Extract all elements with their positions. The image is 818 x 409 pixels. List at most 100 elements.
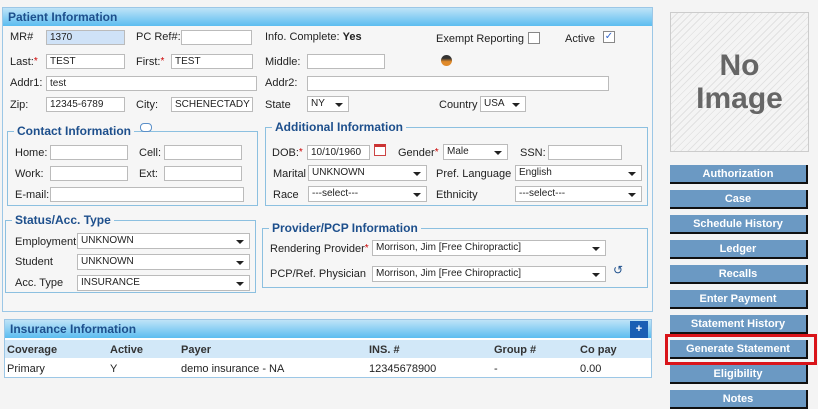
active-checkbox[interactable]: ✓ [603,31,615,43]
panel-title: Patient Information [3,8,652,26]
generate-statement-button[interactable]: Generate Statement [670,340,808,359]
addr1-label: Addr1: [10,77,43,89]
undo-icon[interactable]: ↺ [613,263,624,277]
pcp-select[interactable]: Morrison, Jim [Free Chiropractic] [372,266,606,282]
gender-select[interactable]: Male [443,144,508,160]
home-field[interactable] [50,145,128,160]
ethnicity-label: Ethnicity [436,189,478,201]
cell-ins-number: 12345678900 [369,363,437,375]
first-label: First:* [136,56,165,68]
rendering-provider-label: Rendering Provider* [270,243,369,255]
employment-select[interactable]: UNKNOWN [77,233,250,249]
exempt-checkbox[interactable] [528,32,540,44]
first-field[interactable]: TEST [171,54,253,69]
cell-payer: demo insurance - NA [181,363,285,375]
email-field[interactable] [50,187,244,202]
work-field[interactable] [50,166,128,181]
addr1-field[interactable]: test [46,76,257,91]
addr2-label: Addr2: [265,77,298,89]
highlight-box [665,334,817,365]
zip-field[interactable]: 12345-6789 [46,97,125,112]
acctype-select[interactable]: INSURANCE [77,275,250,291]
addr2-field[interactable] [307,76,609,91]
student-label: Student [15,256,53,268]
comment-icon[interactable] [140,123,152,132]
pref-language-label: Pref. Language [436,168,512,180]
ext-label: Ext: [139,168,158,180]
ext-field[interactable] [164,166,242,181]
patient-photo[interactable]: No Image [670,12,809,152]
status-title: Status/Acc. Type [15,213,111,227]
mr-field[interactable]: 1370 [46,30,125,45]
add-insurance-button[interactable]: + [630,321,648,338]
city-field[interactable]: SCHENECTADY [171,97,253,112]
employment-label: Employment [15,236,77,248]
authorization-button[interactable]: Authorization [670,165,808,184]
rendering-provider-select[interactable]: Morrison, Jim [Free Chiropractic] [372,240,606,256]
col-ins-number: INS. # [369,344,400,356]
calendar-icon[interactable] [374,144,386,156]
race-select[interactable]: ---select--- [308,186,427,202]
enter-payment-button[interactable]: Enter Payment [670,290,808,309]
ssn-label: SSN: [520,147,546,159]
status-fieldset: Status/Acc. Type [5,213,256,293]
contact-fieldset: Contact Information [7,124,258,206]
notes-button[interactable]: Notes [670,390,808,409]
home-label: Home: [15,147,48,159]
no-image-line1: No [719,49,760,82]
zip-label: Zip: [10,99,29,111]
email-label: E-mail: [15,189,50,201]
last-field[interactable]: TEST [46,54,125,69]
insurance-title: Insurance Information [5,320,651,338]
city-label: City: [136,99,158,111]
ssn-field[interactable] [548,145,622,160]
dob-label: DOB:* [272,147,303,159]
exempt-label: Exempt Reporting [436,33,525,45]
country-select[interactable]: USA [480,96,526,112]
pcref-field[interactable] [181,30,252,45]
col-active: Active [110,344,144,356]
additional-title: Additional Information [275,120,403,134]
race-label: Race [273,189,299,201]
last-label: Last:* [10,56,38,68]
info-complete-label: Info. Complete: Yes [265,31,362,43]
additional-fieldset: Additional Information [265,120,648,206]
pref-language-select[interactable]: English [515,165,642,181]
provider-fieldset: Provider/PCP Information [262,221,648,288]
insurance-header-row [5,340,651,358]
work-label: Work: [15,168,44,180]
col-coverage: Coverage [7,344,58,356]
globe-icon[interactable] [441,55,452,66]
statement-history-button[interactable]: Statement History [670,315,808,334]
middle-field[interactable] [307,54,385,69]
mr-label: MR# [10,31,34,43]
cell-label: Cell: [139,147,162,159]
insurance-panel: Insurance Information + [4,319,652,378]
acctype-label: Acc. Type [15,277,64,289]
cell-copay: 0.00 [580,363,602,375]
cell-group-number: - [494,363,498,375]
col-payer: Payer [181,344,211,356]
pcp-label: PCP/Ref. Physician [270,268,366,280]
no-image-line2: Image [696,82,783,115]
case-button[interactable]: Case [670,190,808,209]
student-select[interactable]: UNKNOWN [77,254,250,270]
recalls-button[interactable]: Recalls [670,265,808,284]
country-label: Country [439,99,478,111]
marital-label: Marital [273,168,307,180]
col-copay: Co pay [580,344,617,356]
eligibility-button[interactable]: Eligibility [670,365,808,384]
state-select[interactable]: NY [307,96,349,112]
marital-select[interactable]: UNKNOWN [308,165,427,181]
dob-field[interactable]: 10/10/1960 [307,145,370,160]
schedule-history-button[interactable]: Schedule History [670,215,808,234]
cell-coverage: Primary [7,363,45,375]
gender-label: Gender* [398,147,439,159]
col-group-number: Group # [494,344,537,356]
ledger-button[interactable]: Ledger [670,240,808,259]
pcref-label: PC Ref#: [136,31,181,43]
ethnicity-select[interactable]: ---select--- [515,186,642,202]
cell-field[interactable] [164,145,242,160]
middle-label: Middle: [265,56,301,68]
provider-title: Provider/PCP Information [272,221,418,235]
